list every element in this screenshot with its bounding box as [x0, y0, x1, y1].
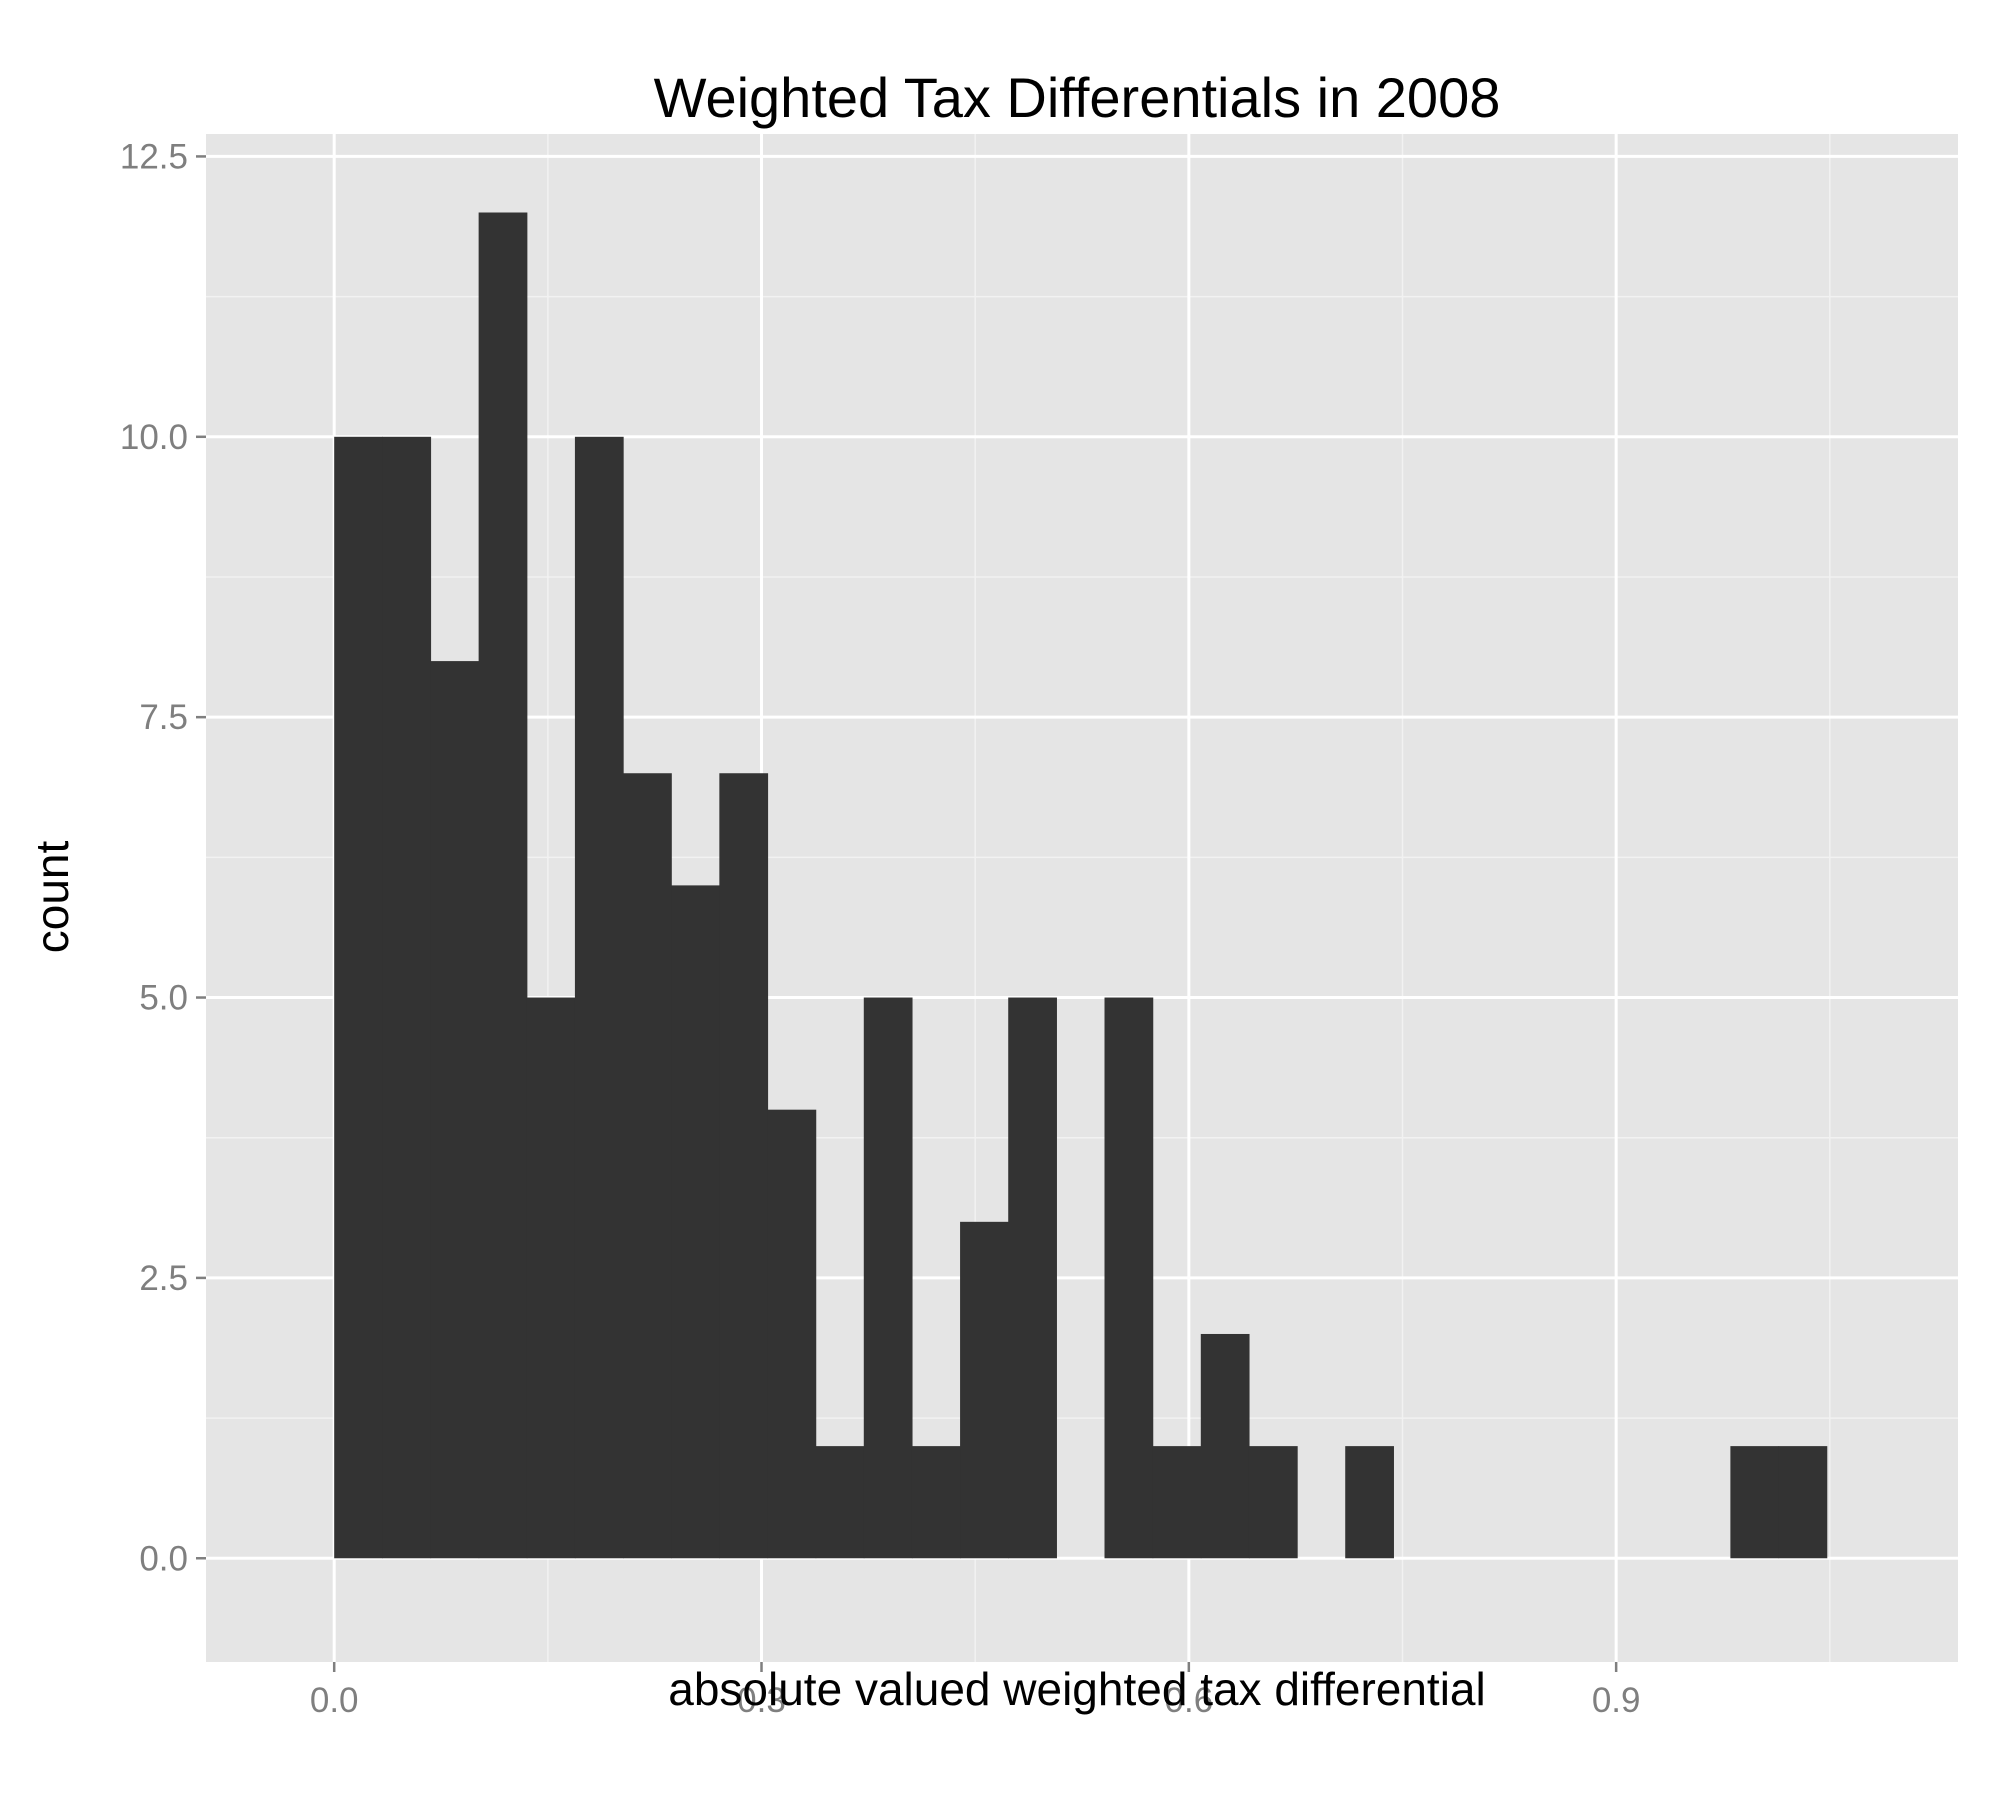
x-tick-label: 0.0 [310, 1681, 359, 1720]
histogram-bar [1152, 1446, 1202, 1559]
x-axis: 0.0 0.3 0.6 0.9 [310, 1662, 1641, 1720]
histogram-bar [623, 773, 672, 1559]
histogram-bar [719, 773, 769, 1559]
histogram-bar [767, 1109, 817, 1559]
x-tick-label: 0.9 [1592, 1681, 1641, 1720]
histogram-bar [960, 1221, 1009, 1559]
x-tick-label: 0.6 [1165, 1681, 1214, 1720]
y-axis: 0.0 2.5 5.0 7.5 10.0 12.5 [120, 137, 206, 1578]
x-axis-title: absolute valued weighted tax differentia… [668, 1663, 1486, 1715]
y-tick-label: 5.0 [139, 979, 188, 1018]
histogram-bars [334, 212, 1828, 1559]
y-axis-title: count [26, 841, 78, 954]
histogram-bar [671, 885, 720, 1559]
histogram-bar [478, 212, 528, 1559]
histogram-bar [911, 1446, 961, 1559]
histogram-bar [1778, 1446, 1828, 1559]
y-tick-label: 12.5 [120, 137, 188, 176]
histogram-bar [1730, 1446, 1780, 1559]
histogram-bar [574, 436, 624, 1559]
histogram-bar [526, 997, 576, 1559]
y-tick-label: 10.0 [120, 418, 188, 457]
histogram-bar [1248, 1446, 1298, 1559]
histogram-bar [1200, 1333, 1250, 1559]
chart-title: Weighted Tax Differentials in 2008 [654, 66, 1501, 129]
y-tick-label: 0.0 [139, 1539, 188, 1578]
histogram-bar [863, 997, 913, 1559]
histogram-bar [1104, 997, 1154, 1559]
histogram-bar [815, 1446, 865, 1559]
histogram-bar [334, 436, 383, 1559]
histogram-bar [430, 661, 480, 1559]
histogram-bar [1008, 997, 1057, 1559]
x-tick-label: 0.3 [737, 1681, 786, 1720]
histogram-bar [1345, 1446, 1394, 1559]
histogram-bar [382, 436, 432, 1559]
y-tick-label: 7.5 [139, 698, 188, 737]
y-tick-label: 2.5 [139, 1259, 188, 1298]
